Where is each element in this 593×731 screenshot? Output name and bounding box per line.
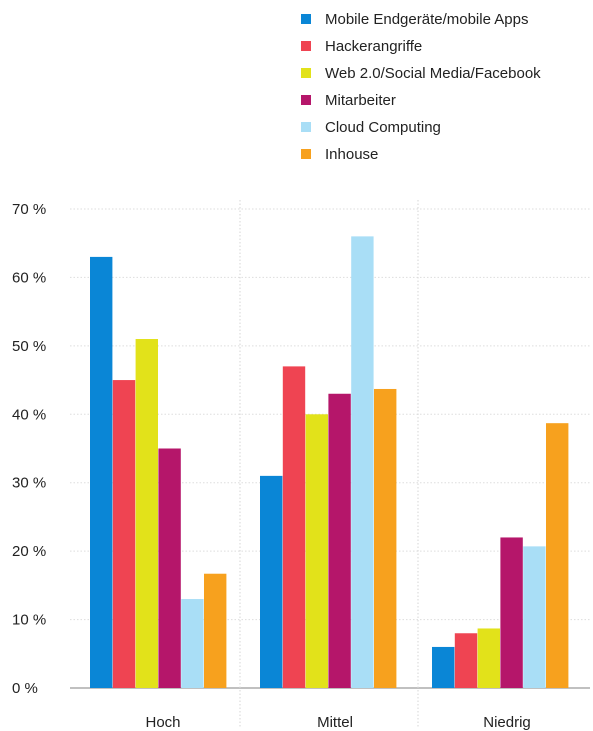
legend-swatch-3 — [301, 68, 311, 78]
legend-swatch-1 — [301, 14, 311, 24]
bar-hoch-series-1 — [90, 256, 113, 688]
bar-niedrig-series-2 — [454, 633, 478, 688]
legend-label-2: Hackerangriffe — [325, 38, 422, 55]
bar-mittel-series-5 — [351, 236, 374, 688]
legend: Mobile Endgeräte/mobile Apps Hackerangrif… — [301, 11, 541, 163]
x-category-label-mittel: Mittel — [317, 714, 353, 731]
y-tick-label-10: 10 % — [12, 612, 46, 629]
y-tick-label-70: 70 % — [12, 201, 46, 218]
x-axis: Hoch Mittel Niedrig — [145, 714, 530, 731]
legend-label-3: Web 2.0/Social Media/Facebook — [325, 65, 541, 82]
bar-mittel-series-2 — [282, 366, 306, 688]
bar-mittel-series-3 — [305, 414, 328, 688]
bar-niedrig-series-4 — [500, 537, 523, 688]
bars — [90, 236, 569, 688]
y-tick-label-40: 40 % — [12, 406, 46, 423]
bar-hoch-series-2 — [112, 380, 136, 688]
y-tick-label-20: 20 % — [12, 543, 46, 560]
y-tick-label-50: 50 % — [12, 338, 46, 355]
bar-mittel-series-1 — [260, 475, 283, 688]
bar-niedrig-series-6 — [546, 423, 569, 688]
y-tick-label-60: 60 % — [12, 269, 46, 286]
bar-hoch-series-6 — [204, 573, 227, 688]
x-category-label-niedrig: Niedrig — [483, 714, 531, 731]
legend-swatch-2 — [301, 41, 311, 51]
y-tick-label-0: 0 % — [12, 680, 38, 697]
legend-label-5: Cloud Computing — [325, 119, 441, 136]
bar-niedrig-series-3 — [477, 628, 500, 688]
bar-hoch-series-3 — [135, 339, 158, 688]
legend-label-1: Mobile Endgeräte/mobile Apps — [325, 11, 528, 28]
legend-label-4: Mitarbeiter — [325, 92, 396, 109]
legend-swatch-4 — [301, 95, 311, 105]
bar-mittel-series-6 — [374, 388, 397, 688]
bar-niedrig-series-5 — [523, 546, 546, 688]
bar-niedrig-series-1 — [432, 646, 455, 688]
y-axis: 0 % 10 % 20 % 30 % 40 % 50 % 60 % 70 % — [12, 201, 46, 697]
legend-swatch-5 — [301, 122, 311, 132]
bar-mittel-series-4 — [328, 393, 351, 688]
bar-hoch-series-5 — [181, 599, 204, 688]
bar-hoch-series-4 — [158, 448, 181, 688]
legend-swatch-6 — [301, 149, 311, 159]
y-tick-label-30: 30 % — [12, 475, 46, 492]
x-category-label-hoch: Hoch — [145, 714, 180, 731]
legend-label-6: Inhouse — [325, 146, 378, 163]
